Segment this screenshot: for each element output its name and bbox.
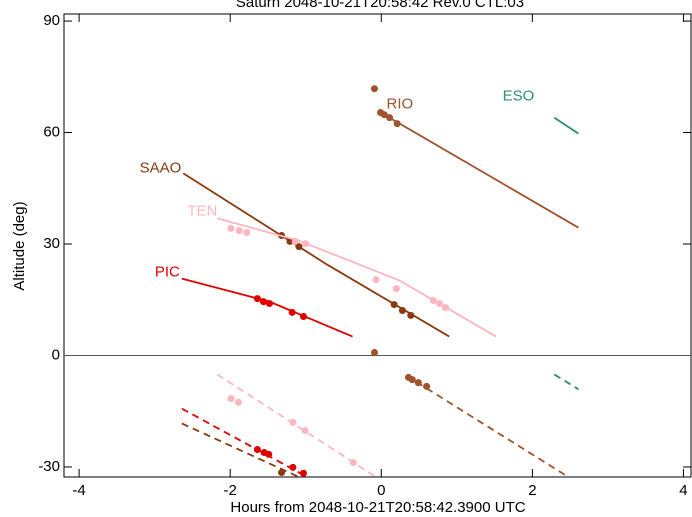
y-tick-label: 0 — [52, 346, 60, 363]
dot — [253, 295, 261, 303]
series-label: ESO — [503, 88, 535, 105]
dot — [288, 308, 296, 316]
plot-area — [64, 85, 691, 477]
dot — [370, 349, 378, 357]
y-tick-label: 60 — [43, 124, 60, 141]
dot — [286, 237, 294, 245]
x-tick-label: 0 — [377, 482, 385, 499]
dot — [299, 469, 307, 477]
series-label: SAAO — [140, 159, 182, 176]
dot — [295, 243, 303, 251]
line — [182, 172, 450, 338]
dot — [429, 296, 437, 304]
dot — [398, 307, 406, 315]
plot-frame — [63, 13, 692, 478]
x-axis-label: Hours from 2048-10-21T20:58:42.3900 UTC — [230, 499, 525, 516]
series-label: PIC — [155, 264, 180, 281]
dot — [414, 379, 422, 387]
dot — [408, 376, 416, 384]
dot — [392, 285, 400, 293]
x-tick-label: -4 — [72, 482, 85, 499]
y-tick-label: -30 — [38, 458, 60, 475]
dot — [289, 418, 297, 426]
line — [553, 116, 579, 135]
dot — [380, 111, 388, 119]
dot — [265, 299, 273, 307]
dot — [302, 240, 310, 248]
dot — [227, 395, 235, 403]
dot — [291, 237, 299, 245]
dot — [235, 227, 243, 235]
dot — [227, 224, 235, 232]
dot — [349, 459, 357, 467]
line — [217, 217, 497, 338]
line — [181, 407, 308, 477]
line — [380, 111, 579, 229]
x-tick-label: -2 — [224, 482, 237, 499]
dot — [243, 228, 251, 236]
line — [216, 373, 377, 477]
x-tick-label: 2 — [528, 482, 536, 499]
dot — [441, 304, 449, 312]
line — [553, 373, 579, 391]
y-tick-label: 30 — [43, 235, 60, 252]
y-tick-label: 90 — [43, 12, 60, 29]
line — [181, 277, 353, 338]
x-tick-label: 4 — [679, 482, 687, 499]
dot — [407, 311, 415, 319]
dot — [253, 446, 261, 454]
dot — [370, 85, 378, 93]
dot — [372, 276, 380, 284]
series-label: RIO — [387, 95, 414, 112]
chart-title: Saturn 2048-10-21T20:58:42 Rev.0 CTL:03 — [236, 0, 524, 11]
dot — [435, 299, 443, 307]
dot — [390, 301, 398, 309]
series-label: TEN — [187, 202, 217, 219]
dot — [278, 469, 286, 477]
y-axis-label: Altitude (deg) — [11, 201, 28, 290]
dot — [393, 120, 401, 128]
line — [405, 374, 571, 477]
dot — [235, 398, 243, 406]
dot — [259, 298, 267, 306]
dot — [423, 382, 431, 390]
dot — [386, 114, 394, 122]
line — [181, 422, 300, 477]
dot — [289, 463, 297, 471]
dot — [301, 427, 309, 435]
dot — [265, 450, 273, 458]
dot — [299, 312, 307, 320]
